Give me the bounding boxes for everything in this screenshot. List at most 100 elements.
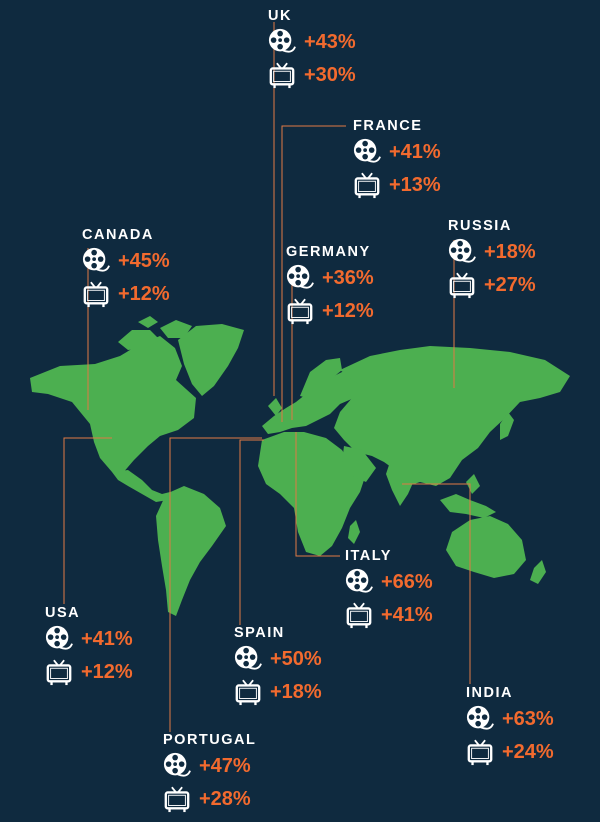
europe-landmass <box>262 372 364 434</box>
tv-stat-row: +28% <box>163 782 256 815</box>
japan-islands <box>500 412 514 440</box>
film-reel-icon <box>448 238 476 263</box>
film-stat-row: +43% <box>268 25 356 58</box>
new-zealand <box>530 560 546 584</box>
film-reel-icon <box>353 138 381 163</box>
usa-connector-line <box>63 437 112 604</box>
tv-icon <box>269 62 295 88</box>
italy-connector-line <box>295 432 340 557</box>
madagascar <box>348 520 360 544</box>
country-name: CANADA <box>82 227 154 243</box>
tv-icon <box>287 298 313 324</box>
australia-landmass <box>446 516 526 578</box>
tv-icon <box>46 659 72 685</box>
film-reel-icon <box>268 28 296 53</box>
tv-growth-value: +12% <box>118 282 170 305</box>
tv-growth-value: +41% <box>381 603 433 626</box>
tv-growth-value: +30% <box>304 63 356 86</box>
film-stat-row: +63% <box>466 702 554 735</box>
spain-connector-line <box>239 439 264 625</box>
tv-icon <box>467 739 493 765</box>
north-america-landmass <box>30 336 196 474</box>
country-block-portugal: PORTUGAL +47% +28% <box>163 731 256 815</box>
country-block-canada: CANADA +45% +12% <box>82 226 170 310</box>
film-growth-value: +63% <box>502 707 554 730</box>
country-block-italy: ITALY +66% +41% <box>345 547 433 631</box>
country-block-russia: RUSSIA +18% +27% <box>448 217 536 301</box>
france-connector-line <box>281 125 346 422</box>
film-growth-value: +43% <box>304 30 356 53</box>
arabia-peninsula <box>342 446 376 482</box>
tv-icon <box>235 679 261 705</box>
country-name: FRANCE <box>353 118 423 134</box>
country-name: RUSSIA <box>448 218 512 234</box>
film-reel-icon <box>163 752 191 777</box>
film-growth-value: +36% <box>322 266 374 289</box>
tv-icon <box>346 602 372 628</box>
tv-icon <box>449 272 475 298</box>
film-stat-row: +47% <box>163 749 256 782</box>
film-growth-value: +18% <box>484 240 536 263</box>
tv-growth-value: +12% <box>81 660 133 683</box>
film-reel-icon <box>234 645 262 670</box>
film-growth-value: +47% <box>199 754 251 777</box>
tv-icon <box>354 172 380 198</box>
country-name: GERMANY <box>286 244 371 260</box>
canadian-arctic-islands <box>118 316 192 350</box>
tv-stat-row: +18% <box>234 675 322 708</box>
film-stat-row: +18% <box>448 235 536 268</box>
tv-stat-row: +24% <box>466 735 554 768</box>
scandinavia <box>300 358 342 398</box>
tv-growth-value: +13% <box>389 173 441 196</box>
film-stat-row: +45% <box>82 244 170 277</box>
tv-growth-value: +12% <box>322 299 374 322</box>
film-stat-row: +41% <box>353 135 441 168</box>
mexico-central-america <box>112 470 170 502</box>
film-growth-value: +50% <box>270 647 322 670</box>
tv-icon <box>83 281 109 307</box>
tv-stat-row: +27% <box>448 268 536 301</box>
country-block-spain: SPAIN +50% +18% <box>234 624 322 708</box>
film-reel-icon <box>345 568 373 593</box>
tv-stat-row: +41% <box>345 598 433 631</box>
film-stat-row: +41% <box>45 622 133 655</box>
tv-growth-value: +18% <box>270 680 322 703</box>
country-name: UK <box>268 8 292 24</box>
country-block-uk: UK +43% +30% <box>268 7 356 91</box>
country-block-usa: USA +41% +12% <box>45 604 133 688</box>
africa-landmass <box>258 432 366 556</box>
tv-stat-row: +13% <box>353 168 441 201</box>
tv-stat-row: +12% <box>82 277 170 310</box>
film-growth-value: +66% <box>381 570 433 593</box>
country-name: PORTUGAL <box>163 732 257 748</box>
film-growth-value: +41% <box>81 627 133 650</box>
film-reel-icon <box>466 705 494 730</box>
country-name: USA <box>45 605 81 621</box>
film-growth-value: +45% <box>118 249 170 272</box>
portugal-connector-line <box>169 437 262 732</box>
tv-stat-row: +30% <box>268 58 356 91</box>
country-block-france: FRANCE +41% +13% <box>353 117 441 201</box>
country-name: ITALY <box>345 548 392 564</box>
film-growth-value: +41% <box>389 140 441 163</box>
film-stat-row: +36% <box>286 261 374 294</box>
film-reel-icon <box>286 264 314 289</box>
tv-stat-row: +12% <box>45 655 133 688</box>
india-peninsula <box>386 462 416 506</box>
greenland-landmass <box>178 324 244 396</box>
country-block-germany: GERMANY +36% +12% <box>286 243 374 327</box>
tv-stat-row: +12% <box>286 294 374 327</box>
tv-growth-value: +28% <box>199 787 251 810</box>
india-connector-line <box>402 483 471 684</box>
country-block-india: INDIA +63% +24% <box>466 684 554 768</box>
tv-icon <box>164 786 190 812</box>
country-name: SPAIN <box>234 625 285 641</box>
film-reel-icon <box>82 247 110 272</box>
film-stat-row: +50% <box>234 642 322 675</box>
country-name: INDIA <box>466 685 513 701</box>
asia-landmass <box>334 346 570 486</box>
film-reel-icon <box>45 625 73 650</box>
southeast-asia-islands <box>440 474 496 518</box>
tv-growth-value: +24% <box>502 740 554 763</box>
